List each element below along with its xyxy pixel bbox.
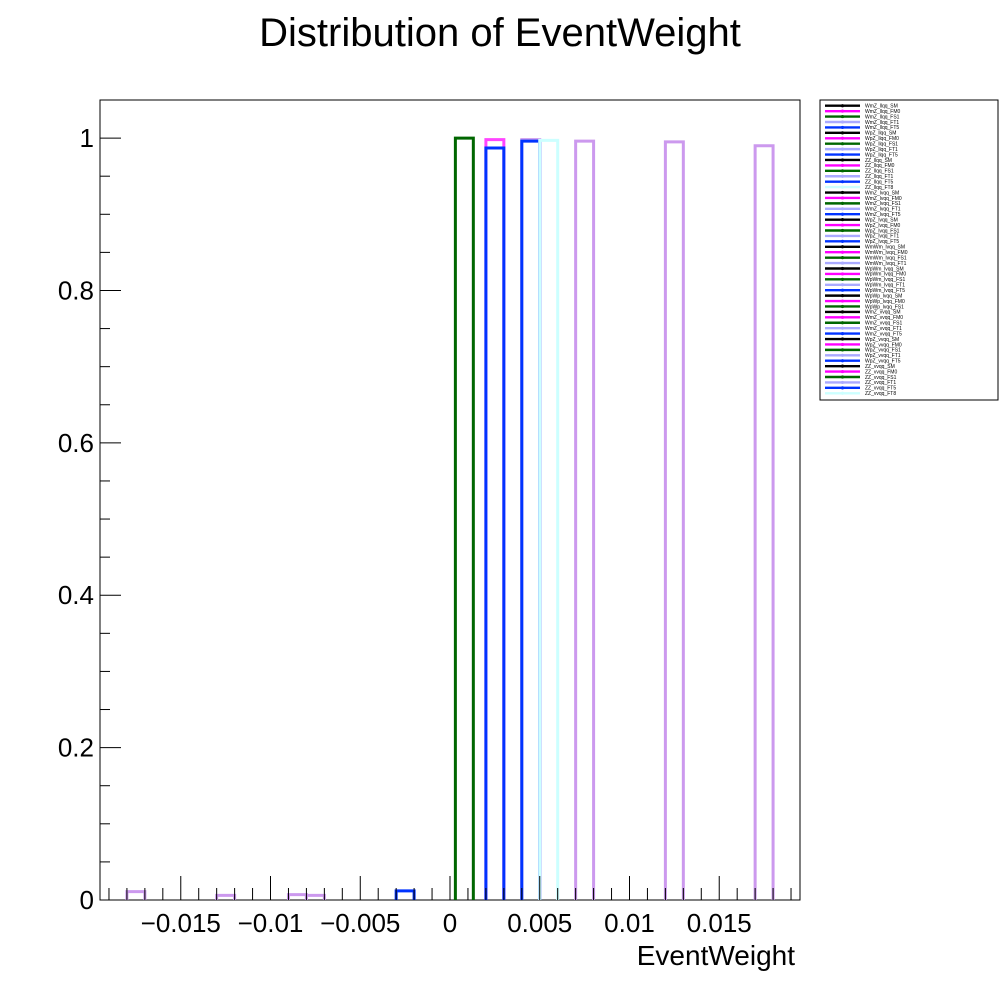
legend-marker	[841, 213, 844, 216]
x-tick-label: −0.005	[320, 908, 400, 938]
legend-marker	[841, 261, 844, 264]
legend-marker	[841, 196, 844, 199]
legend-marker	[841, 381, 844, 384]
legend-marker	[841, 305, 844, 308]
legend-marker	[841, 365, 844, 368]
histogram-bar-4-1	[486, 148, 504, 900]
legend-marker	[841, 343, 844, 346]
legend-marker	[841, 131, 844, 134]
legend-marker	[841, 110, 844, 113]
x-tick-label: −0.015	[141, 908, 221, 938]
legend-marker	[841, 332, 844, 335]
y-tick-label: 1	[80, 123, 94, 153]
plot-frame	[100, 100, 800, 900]
legend-marker	[841, 321, 844, 324]
legend-marker	[841, 251, 844, 254]
legend-marker	[841, 142, 844, 145]
legend-marker	[841, 153, 844, 156]
axes: −0.015 −0.01 −0.005 0 0.005 0.01 0.015 0 0.2 0.4 0…	[58, 100, 791, 938]
legend-marker	[841, 164, 844, 167]
histogram-bar-0-5	[755, 146, 773, 900]
legend-marker	[841, 120, 844, 123]
legend-marker	[841, 137, 844, 140]
legend-marker	[841, 294, 844, 297]
legend-marker	[841, 348, 844, 351]
legend-marker	[841, 370, 844, 373]
x-tick-label: 0.01	[604, 908, 655, 938]
legend-marker	[841, 354, 844, 357]
legend-marker	[841, 202, 844, 205]
histogram-bar-0-0	[127, 892, 145, 900]
legend: WmZ_llqq_SMWmZ_llqq_FM0WmZ_llqq_FS1WmZ_l…	[820, 100, 998, 400]
legend-marker	[841, 272, 844, 275]
histogram-bar-4-2	[522, 141, 540, 900]
histogram-bar-1-1	[522, 140, 540, 900]
legend-marker	[841, 104, 844, 107]
legend-marker	[841, 115, 844, 118]
histogram-bar-0-3	[576, 141, 594, 900]
y-tick-label: 0.8	[58, 275, 94, 305]
legend-marker	[841, 126, 844, 129]
legend-marker	[841, 337, 844, 340]
legend-marker	[841, 180, 844, 183]
histogram-bar-0-1	[217, 895, 235, 900]
legend-marker	[841, 278, 844, 281]
histogram-bar-3-0	[486, 140, 504, 900]
legend-marker	[841, 267, 844, 270]
x-axis-label: EventWeight	[637, 940, 795, 971]
legend-marker	[841, 223, 844, 226]
legend-marker	[841, 310, 844, 313]
y-tick-label: 0.6	[58, 428, 94, 458]
legend-marker	[841, 218, 844, 221]
legend-marker	[841, 207, 844, 210]
x-tick-label: 0	[443, 908, 457, 938]
legend-marker	[841, 359, 844, 362]
histogram-bar-2-0	[455, 138, 473, 900]
histogram-bar-0-2	[306, 895, 324, 900]
legend-marker	[841, 245, 844, 248]
y-tick-label: 0	[80, 885, 94, 915]
x-tick-label: −0.01	[238, 908, 304, 938]
legend-marker	[841, 148, 844, 151]
chart-title: Distribution of EventWeight	[259, 11, 741, 55]
legend-marker	[841, 158, 844, 161]
x-tick-label: 0.005	[507, 908, 572, 938]
legend-marker	[841, 175, 844, 178]
legend-marker	[841, 256, 844, 259]
legend-marker	[841, 186, 844, 189]
legend-marker	[841, 327, 844, 330]
histogram-bars	[127, 138, 773, 900]
legend-marker	[841, 234, 844, 237]
legend-marker	[841, 386, 844, 389]
x-tick-label: 0.015	[687, 908, 752, 938]
legend-marker	[841, 229, 844, 232]
histogram-bar-0-4	[665, 142, 683, 900]
legend-marker	[841, 283, 844, 286]
legend-marker	[841, 316, 844, 319]
histogram-bar-1-0	[288, 895, 306, 900]
legend-marker	[841, 299, 844, 302]
legend-marker	[841, 240, 844, 243]
legend-marker	[841, 289, 844, 292]
histogram-bar-5-0	[540, 140, 558, 900]
legend-marker	[841, 392, 844, 395]
histogram-bar-4-0	[396, 891, 414, 900]
legend-marker	[841, 169, 844, 172]
y-tick-label: 0.4	[58, 580, 94, 610]
legend-label: ZZ_vvqq_FT8	[865, 391, 896, 397]
y-tick-label: 0.2	[58, 733, 94, 763]
legend-marker	[841, 191, 844, 194]
legend-marker	[841, 375, 844, 378]
